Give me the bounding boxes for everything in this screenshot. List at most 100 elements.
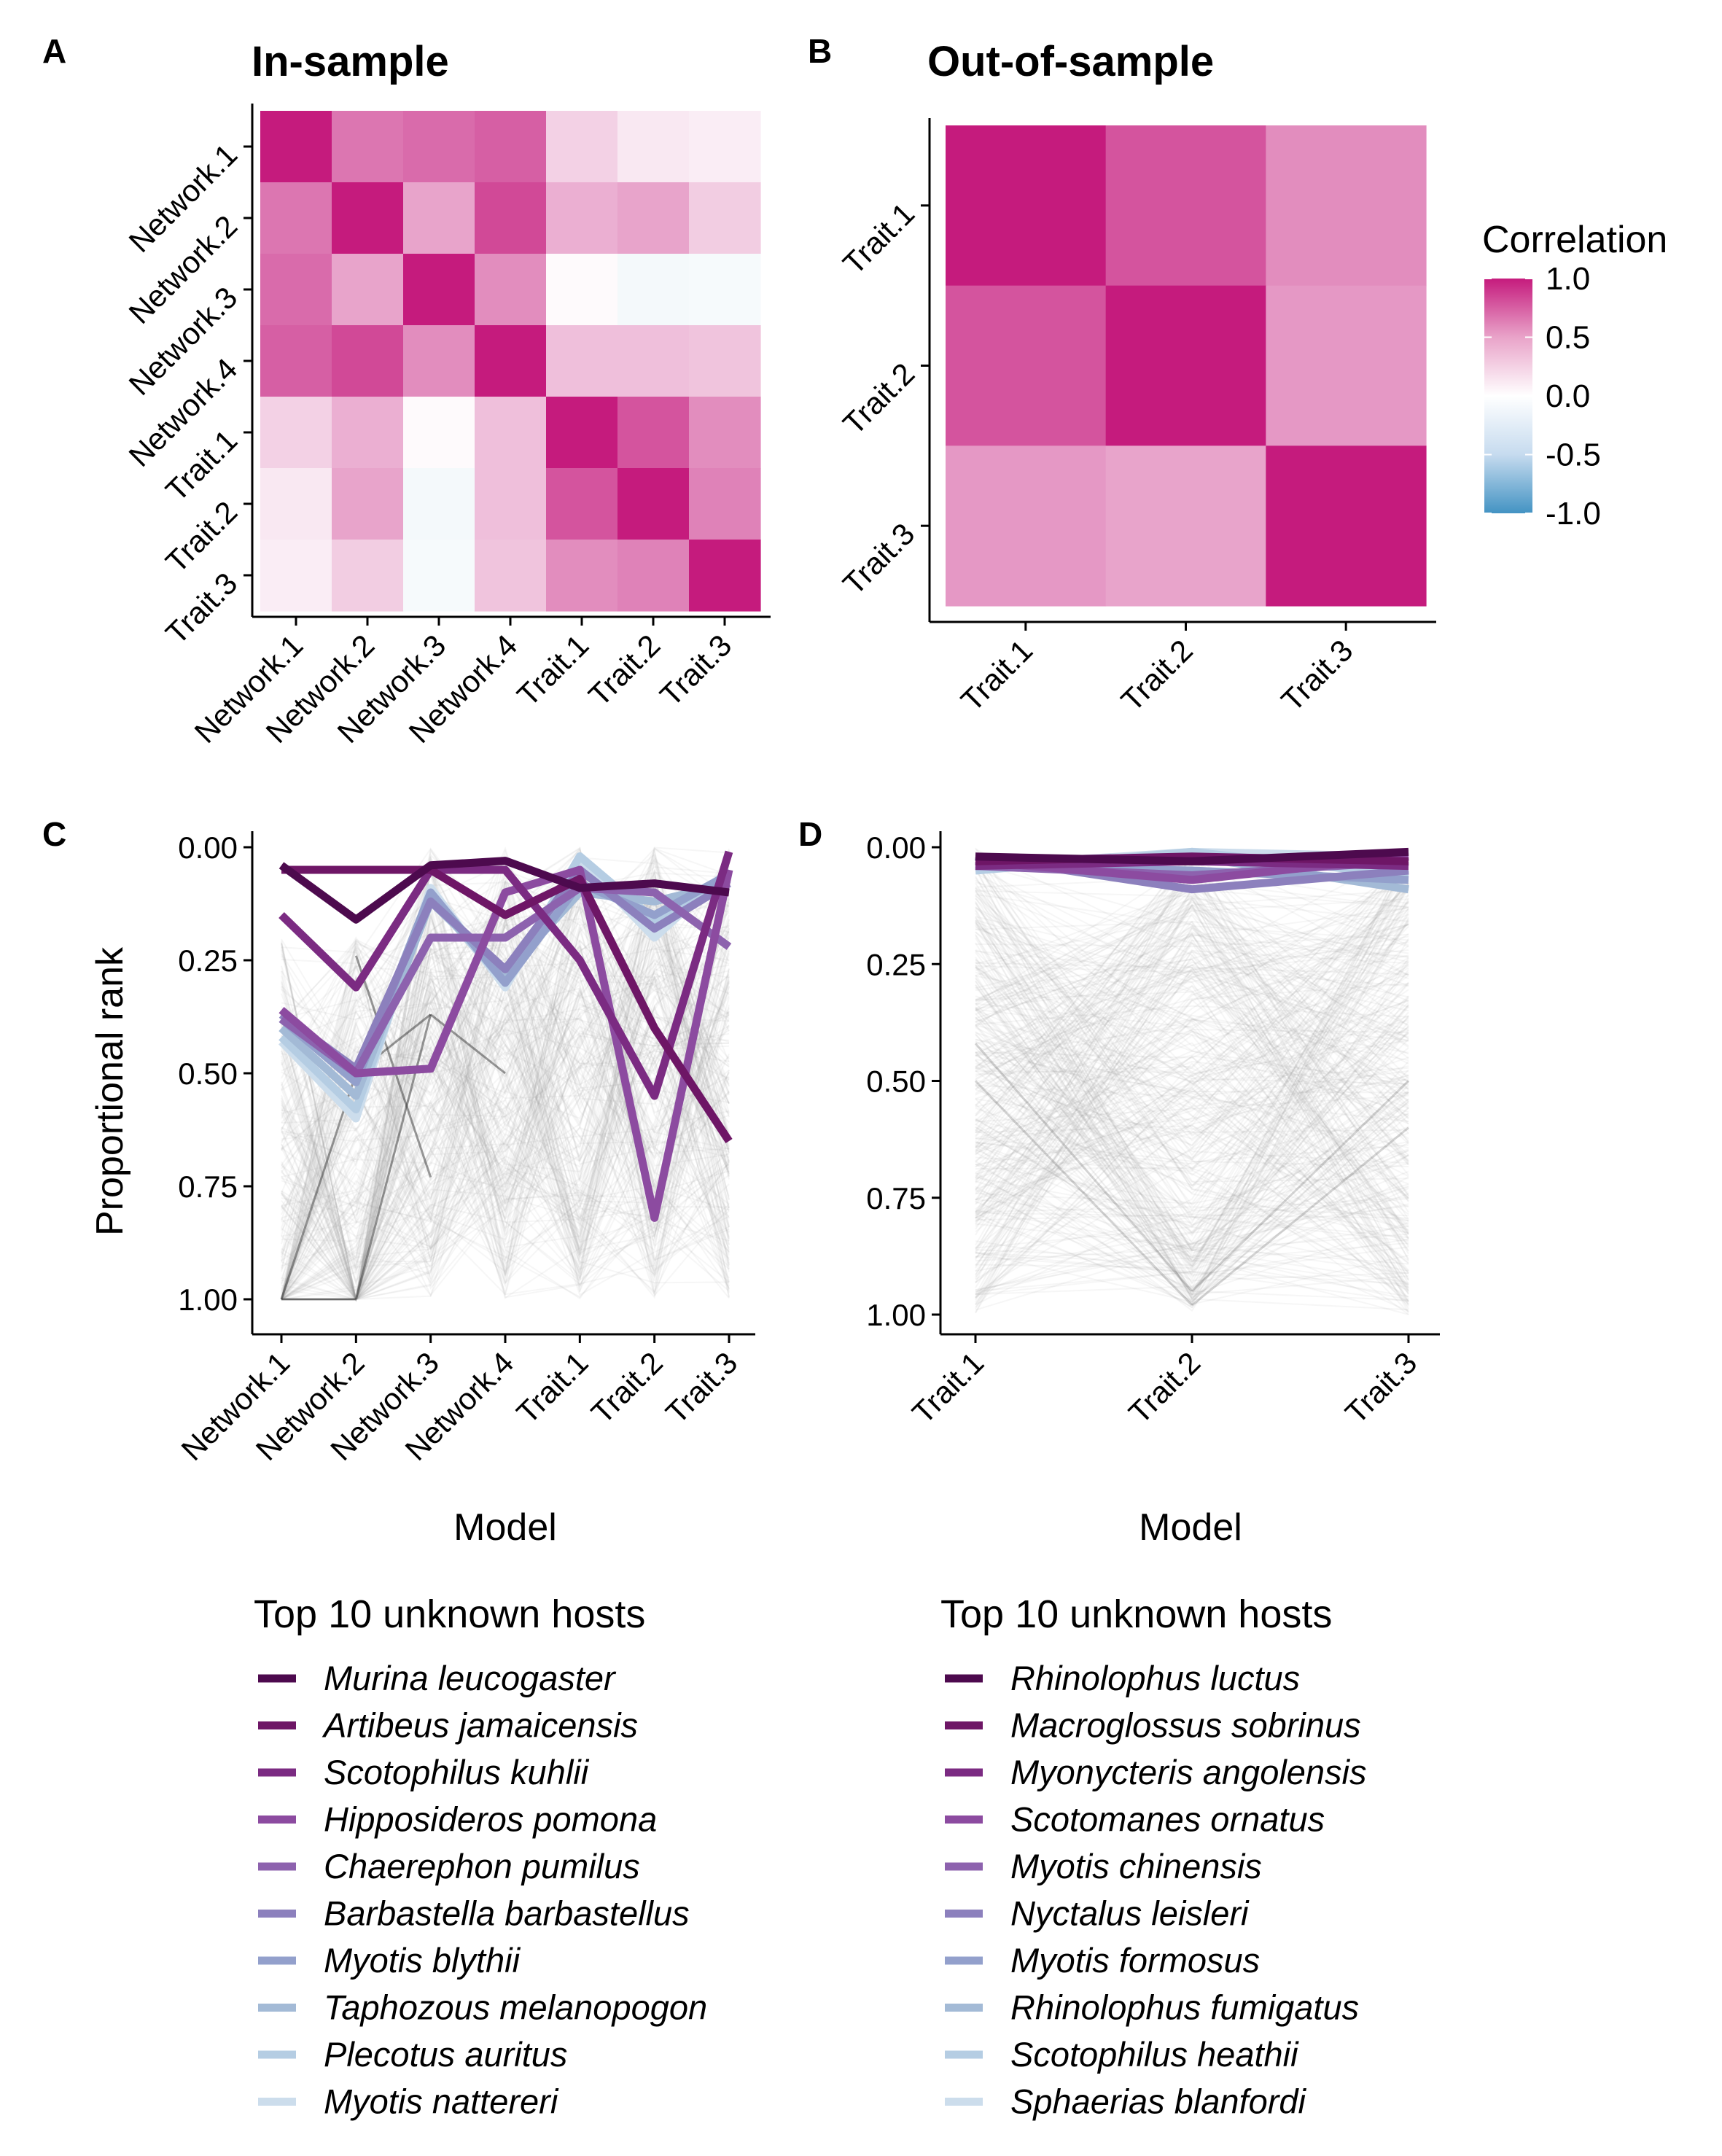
background-host-line [975,917,1409,1274]
legend-label: Myotis chinensis [1010,1847,1262,1885]
background-host-line [975,1089,1409,1170]
colorbar-title: Correlation [1482,219,1667,261]
legend-label: Scotophilus heathii [1010,2035,1299,2074]
background-host-line [975,908,1409,1100]
background-host-line [975,1206,1409,1217]
heatmap-cell-trait-1-trait-2 [1105,125,1266,287]
background-host-line [281,870,730,1270]
background-host-line [975,965,1409,1299]
heatmap-cell-trait-2-trait-3 [689,468,761,540]
background-host-line [975,908,1409,1272]
background-host-line [975,931,1409,1264]
background-host-line [975,1024,1409,1083]
background-host-line [975,932,1409,1292]
background-host-line [975,904,1409,1305]
heatmap-cell-network-3-trait-2 [617,254,690,326]
background-host-line [975,916,1409,1023]
background-host-line [281,878,730,1300]
background-host-line [975,935,1409,1288]
background-host-line [975,913,1409,1299]
background-host-line [281,873,730,1223]
background-host-line [975,933,1409,1073]
series-line-scotophilus-kuhlii [278,850,733,1100]
background-host-line [281,1032,730,1300]
background-host-line [281,1003,730,1191]
background-host-line [281,945,730,1300]
legend-item-myotis-nattereri: Myotis nattereri [258,2082,559,2121]
y-tick-label: 0.00 [178,830,238,865]
background-host-line [975,1226,1409,1272]
background-host-line [975,933,1409,1313]
background-host-line [975,923,1409,1223]
background-host-line [975,912,1409,1277]
background-host-line [975,954,1409,1272]
background-host-line [281,963,730,1237]
legend-label: Rhinolophus fumigatus [1010,1988,1359,2027]
background-host-line [975,954,1409,1299]
background-host-line [975,923,1409,1227]
colorbar-tick-label: 0.0 [1546,378,1590,414]
background-host-line [975,933,1409,1233]
background-host-line [281,852,730,1256]
background-host-line [975,949,1409,1280]
background-host-line [975,908,1409,1164]
background-host-line [975,983,1409,1234]
background-host-line [975,858,1409,1133]
background-host-line [975,1005,1409,1262]
background-host-line [975,872,1409,1295]
background-host-line [975,866,1409,1296]
background-host-line [975,1016,1409,1250]
x-axis-title-c: Model [453,1506,557,1549]
background-host-line [975,891,1409,1228]
background-host-line [975,903,1409,1261]
background-host-line [975,916,1409,976]
background-host-line [975,1256,1409,1302]
background-host-line [975,978,1409,1090]
heatmap-cell-network-1-trait-2 [617,111,690,183]
background-host-line [975,882,1409,1285]
background-host-line [975,1209,1409,1284]
y-tick-label: 0.25 [866,947,926,981]
background-host-line [975,852,1409,1205]
background-host-line [975,875,1409,1184]
legend-item-myotis-formosus: Myotis formosus [945,1941,1260,1980]
background-host-line [281,944,730,1196]
panel-letter-a: A [42,32,66,70]
legend-label: Murina leucogaster [324,1659,617,1697]
background-host-line [975,884,1409,1219]
background-host-line [975,1051,1409,1149]
background-host-line [975,1003,1409,1246]
background-host-line [975,1004,1409,1245]
background-host-line [281,918,730,1290]
background-host-line [281,1020,730,1300]
background-host-line [281,925,730,1135]
heatmap-cell-network-3-network-1 [260,254,332,326]
background-host-line [281,1056,730,1300]
background-host-line [975,1089,1409,1251]
background-host-line [975,903,1409,1252]
background-host-line [975,1008,1409,1272]
background-host-line [975,933,1409,1285]
heatmap-cell-network-2-network-2 [332,182,404,254]
background-host-line [975,951,1409,1265]
heatmap-cell-trait-3-trait-1 [546,540,618,612]
background-host-line [975,890,1409,1164]
background-host-line [281,853,730,1286]
background-host-line [281,847,730,1300]
background-host-line [975,910,1409,1311]
background-host-line [975,1188,1409,1258]
legend-item-rhinolophus-luctus: Rhinolophus luctus [945,1659,1300,1697]
background-host-line [975,855,1409,1304]
background-host-line [975,863,1409,1278]
heatmap-cell-trait-2-trait-3 [1266,285,1427,446]
background-host-line [975,981,1409,1161]
background-host-line [975,966,1409,1304]
background-host-line [975,919,1409,1309]
background-host-line [281,854,730,1300]
background-host-line [975,969,1409,1264]
colorbar-tick-label: -1.0 [1546,496,1601,532]
background-host-line [975,934,1409,1023]
background-host-line [975,957,1409,1299]
background-host-line [975,1174,1409,1301]
